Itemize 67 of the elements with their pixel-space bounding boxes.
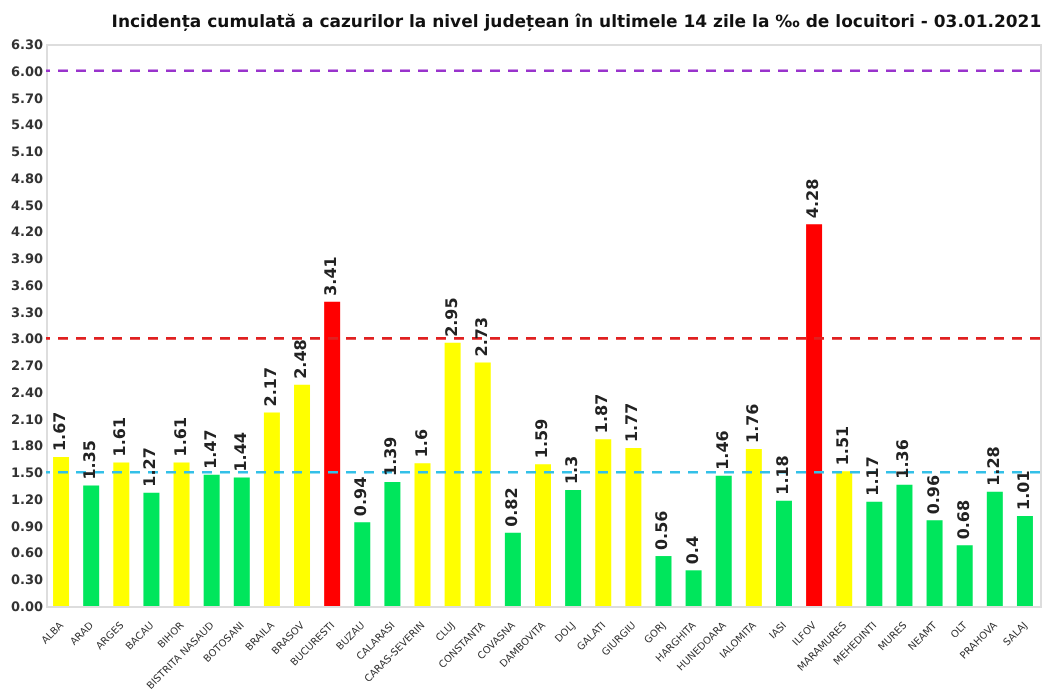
data-label: 1.87: [593, 393, 612, 434]
bar: [233, 477, 250, 606]
data-label: 0.56: [653, 509, 672, 551]
data-label: 2.73: [472, 316, 491, 357]
bar: [414, 463, 431, 606]
bar: [294, 384, 311, 606]
data-label: 1.27: [141, 447, 160, 487]
data-label: 0.82: [502, 487, 521, 527]
data-label: 0.96: [924, 474, 943, 515]
data-label: 1.59: [533, 417, 551, 459]
data-label: 0.68: [954, 499, 973, 540]
bar: [53, 457, 70, 606]
bar: [263, 412, 280, 606]
data-label: 3.41: [322, 255, 341, 296]
data-label: 2.48: [292, 338, 311, 379]
data-label: 2.95: [442, 296, 461, 337]
bar: [83, 485, 100, 606]
bar: [504, 532, 521, 606]
data-label: 1.46: [713, 429, 732, 470]
bar: [173, 462, 190, 606]
bar: [474, 362, 491, 606]
bar: [1016, 515, 1033, 606]
chart-title: Incidența cumulată a cazurilor la nivel județean în ultimele 14 zile la ‰ de locuitori - 03.01.2021: [111, 13, 1042, 33]
data-label: 1.36: [894, 438, 913, 479]
data-label: 4.28: [804, 177, 823, 219]
data-label: 1.39: [382, 435, 401, 476]
bar: [354, 522, 371, 606]
bar: [444, 342, 461, 606]
bar: [384, 482, 401, 606]
data-label: 1.18: [773, 454, 792, 495]
data-label: 1.17: [864, 456, 883, 496]
data-label: 1.77: [623, 402, 642, 443]
data-label: 2.17: [261, 366, 280, 407]
bar: [745, 449, 762, 606]
data-label: 0.94: [352, 475, 371, 517]
bar: [143, 492, 160, 606]
bar: [956, 545, 973, 606]
bar: [715, 475, 732, 606]
bar: [896, 484, 913, 606]
data-label: 1.01: [1014, 469, 1033, 510]
bar: [866, 501, 883, 606]
bar: [595, 439, 612, 606]
data-label: 1.35: [81, 439, 100, 480]
bar: [535, 464, 551, 606]
data-label: 1.47: [201, 429, 220, 469]
bar: [926, 520, 943, 606]
bar: [986, 491, 1003, 606]
bar: [655, 556, 672, 606]
data-label: 1.61: [171, 416, 190, 457]
data-label: 0.4: [683, 535, 702, 565]
bar: [625, 448, 642, 606]
data-label: 1.76: [743, 402, 762, 443]
bar: [113, 462, 130, 606]
data-label: 1.28: [984, 445, 1003, 486]
bar: [836, 471, 853, 606]
bar: [685, 570, 702, 606]
data-label: 1.6: [412, 428, 431, 458]
bar: [806, 224, 823, 606]
data-label: 1.61: [111, 416, 130, 457]
data-label: 1.44: [231, 431, 250, 472]
data-label: 1.67: [51, 411, 70, 452]
data-label: 1.3: [563, 455, 582, 485]
bar: [565, 490, 582, 606]
data-label: 1.51: [834, 424, 853, 466]
bar: [203, 474, 220, 606]
bar: [324, 301, 341, 606]
bar: [775, 500, 792, 606]
